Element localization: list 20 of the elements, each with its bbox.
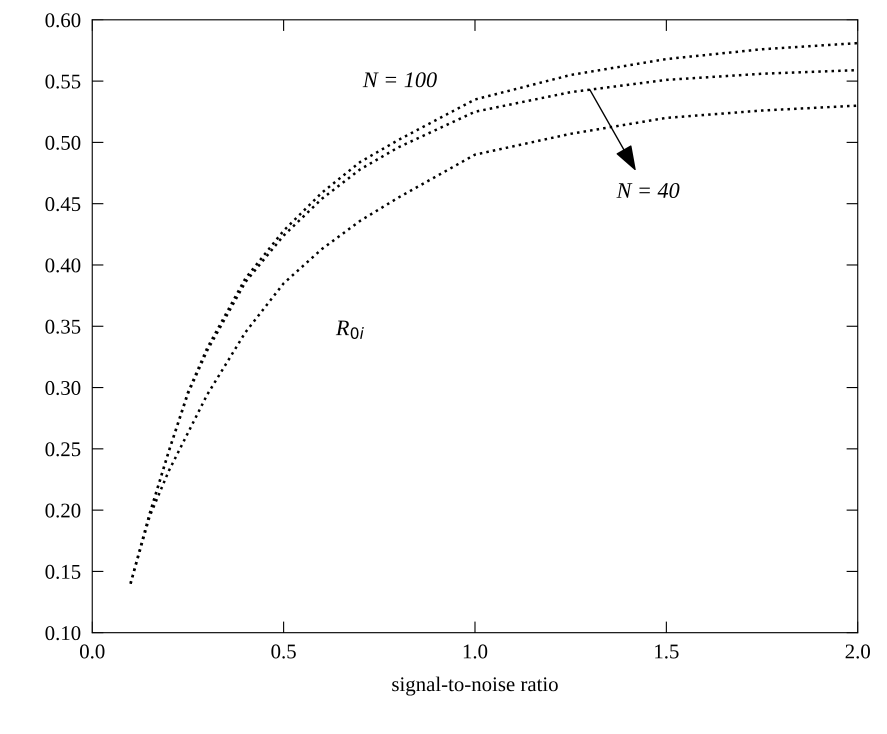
y-tick-label: 0.35 xyxy=(45,320,80,334)
x-tick-label: 2.0 xyxy=(846,644,870,659)
annotation: N = 100 xyxy=(362,72,437,88)
x-tick-label: 0.5 xyxy=(271,644,296,659)
x-tick-label: 1.5 xyxy=(655,644,679,659)
x-axis-title: signal-to-noise ratio xyxy=(392,676,558,696)
y-tick-label: 0.45 xyxy=(45,197,80,212)
x-tick-label: 1.0 xyxy=(464,644,488,659)
y-tick-label: 0.15 xyxy=(45,564,80,579)
y-tick-label: 0.50 xyxy=(45,136,80,150)
y-tick-label: 0.60 xyxy=(45,13,80,28)
y-tick-label: 0.30 xyxy=(45,380,80,396)
x-tick-label: 0.0 xyxy=(80,644,104,659)
y-tick-label: 0.20 xyxy=(45,504,80,518)
annotation: R$_{0i}$ xyxy=(336,320,364,340)
y-tick-label: 0.40 xyxy=(45,258,80,272)
y-tick-label: 0.55 xyxy=(45,74,80,89)
y-tick-label: 0.10 xyxy=(45,626,80,640)
y-tick-label: 0.25 xyxy=(45,442,80,456)
annotation: N = 40 xyxy=(616,183,680,198)
